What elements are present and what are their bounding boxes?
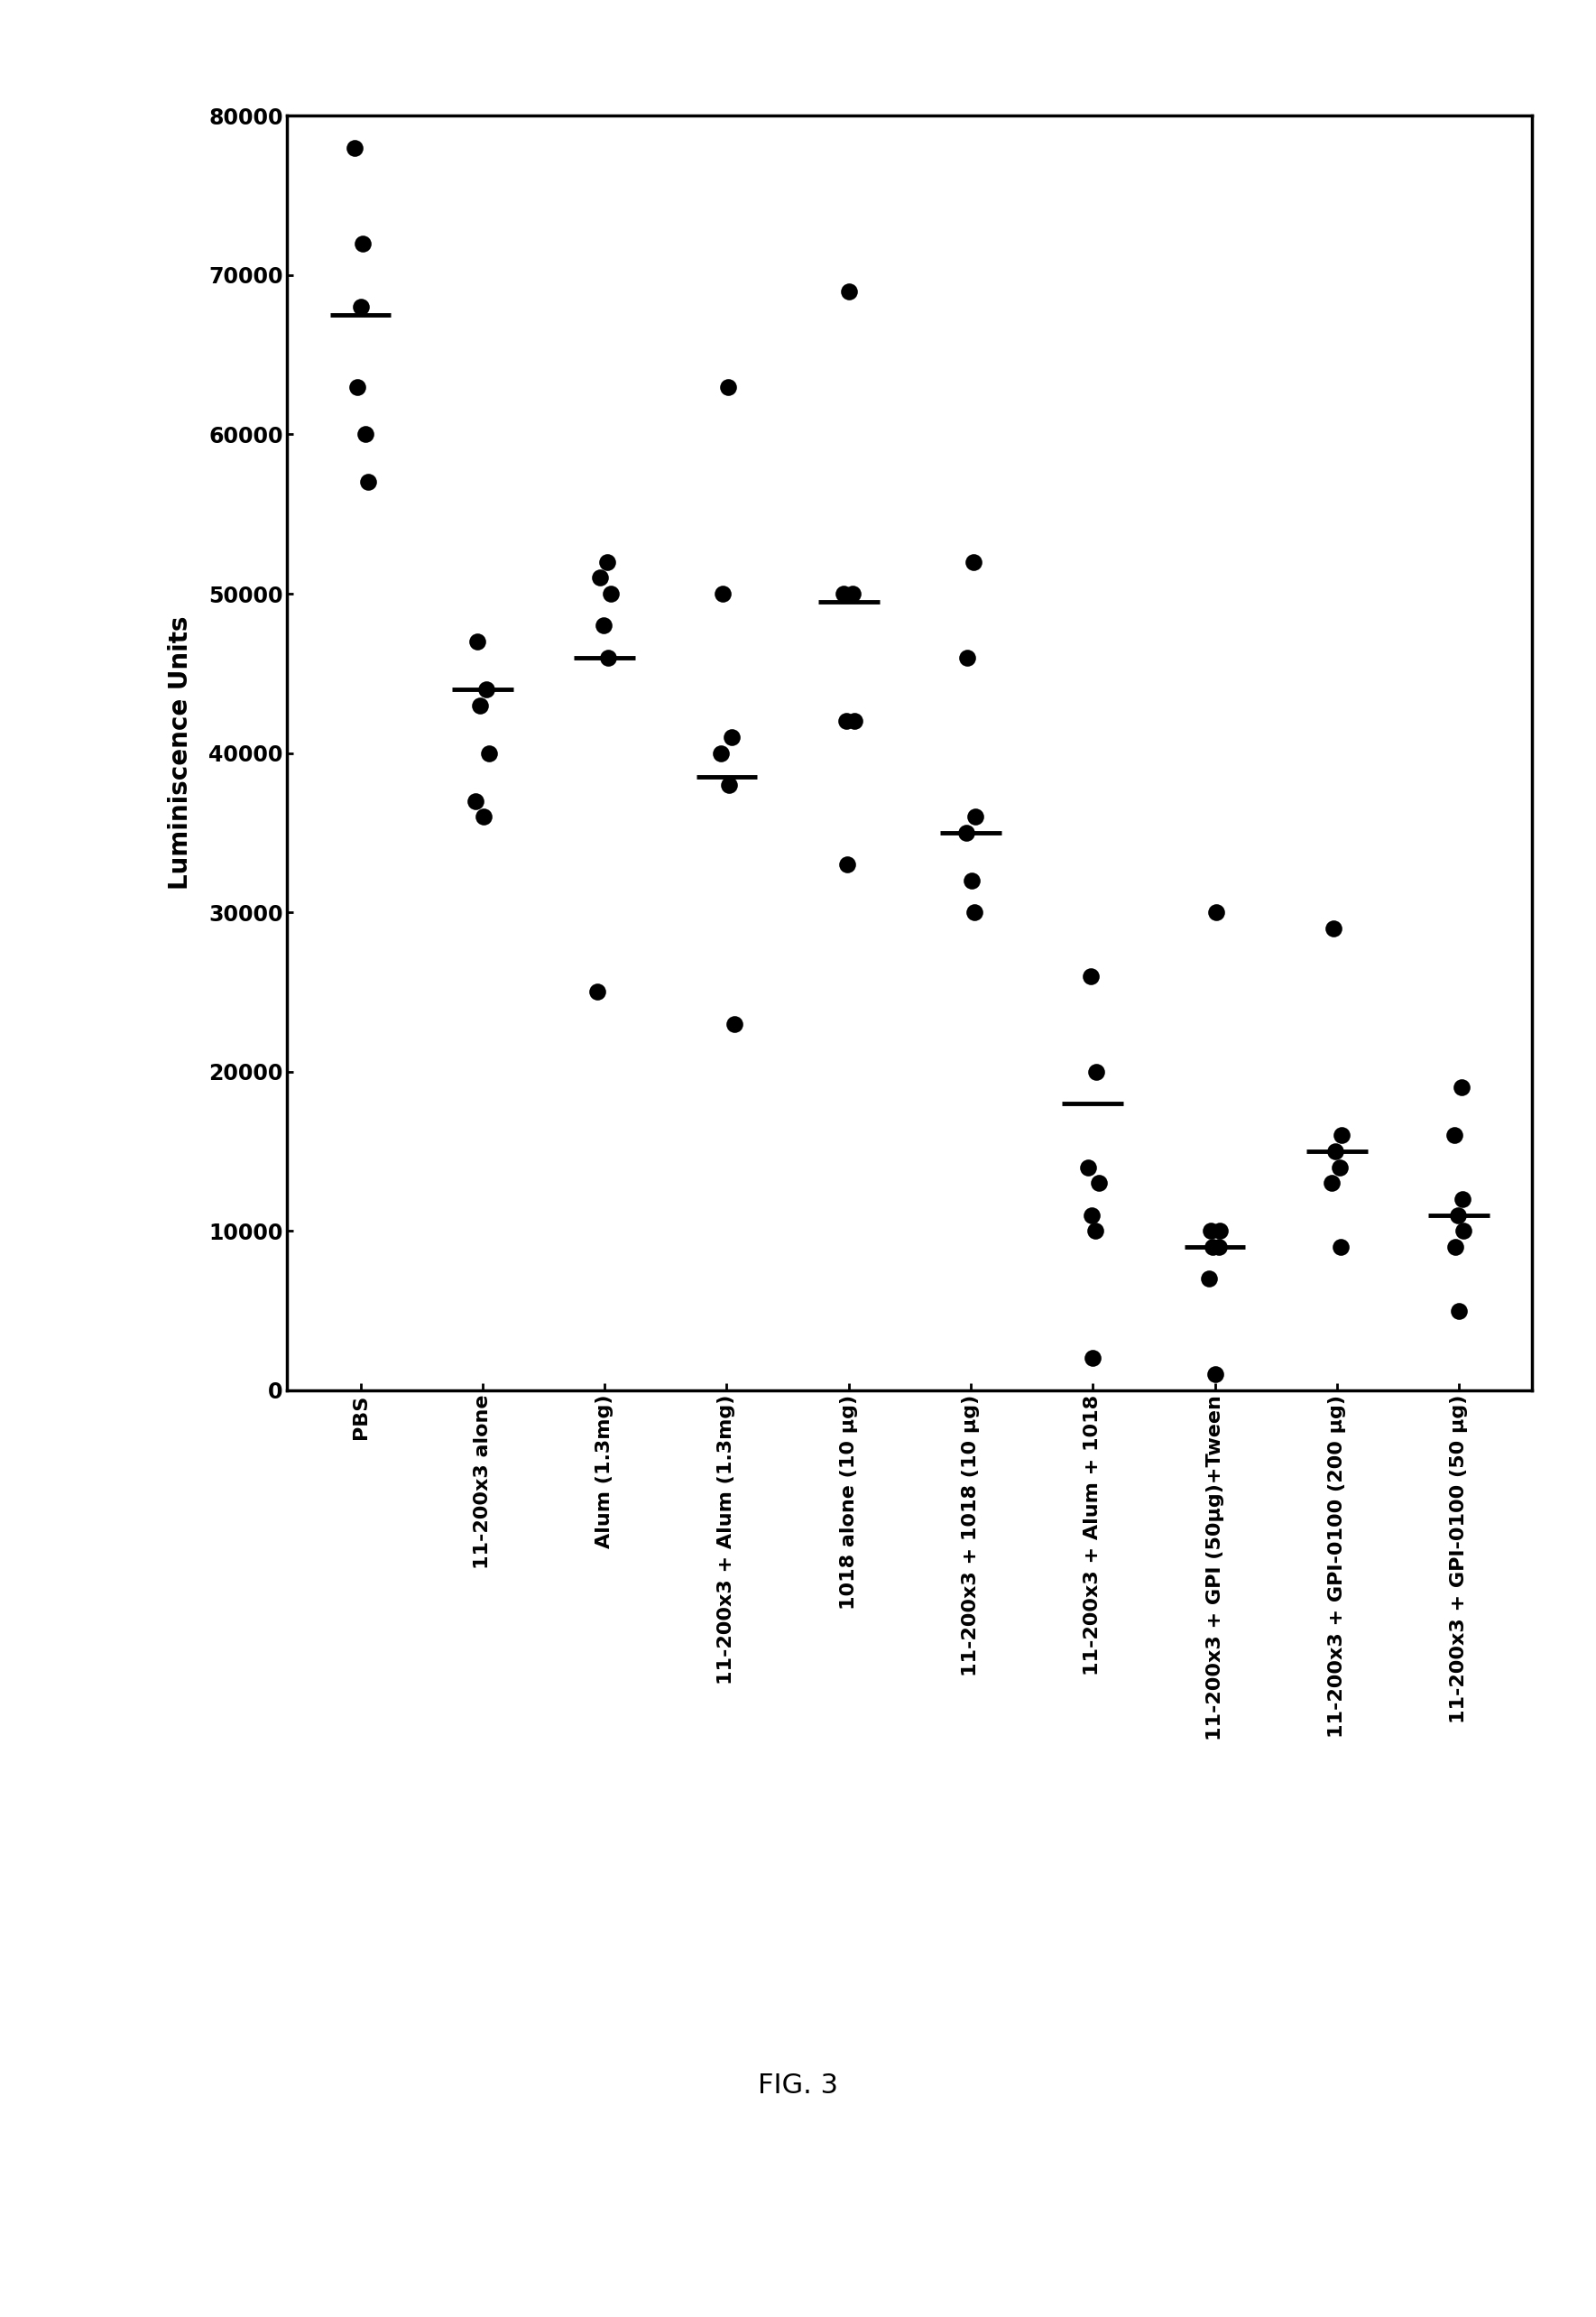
Point — [1207, 1212, 1232, 1249]
Text: FIG. 3: FIG. 3 — [758, 2071, 838, 2099]
Point — [1449, 1068, 1475, 1105]
Point — [584, 973, 610, 1010]
Point — [598, 575, 624, 612]
Point — [1199, 1212, 1224, 1249]
Point — [1205, 1228, 1231, 1265]
Point — [707, 734, 733, 772]
Point — [718, 718, 744, 755]
Point — [1082, 1212, 1108, 1249]
Point — [715, 368, 741, 405]
Point — [1329, 1117, 1355, 1154]
Point — [1441, 1117, 1467, 1154]
Y-axis label: Luminiscence Units: Luminiscence Units — [168, 616, 193, 890]
Point — [1076, 1149, 1101, 1186]
Point — [591, 607, 616, 644]
Point — [954, 639, 980, 677]
Point — [1077, 957, 1103, 994]
Point — [1079, 1196, 1104, 1233]
Point — [468, 686, 493, 723]
Point — [471, 797, 496, 834]
Point — [1203, 894, 1229, 931]
Point — [464, 623, 490, 660]
Point — [594, 542, 619, 579]
Point — [836, 273, 862, 310]
Point — [1443, 1228, 1468, 1265]
Point — [1200, 1228, 1226, 1265]
Point — [843, 702, 868, 739]
Point — [1444, 1196, 1470, 1233]
Point — [345, 368, 370, 405]
Point — [1202, 1355, 1227, 1393]
Point — [587, 558, 613, 595]
Point — [710, 575, 736, 612]
Point — [1195, 1260, 1221, 1298]
Point — [1080, 1339, 1106, 1376]
Point — [348, 287, 373, 324]
Point — [835, 846, 860, 883]
Point — [959, 862, 985, 899]
Point — [833, 702, 859, 739]
Point — [1326, 1149, 1352, 1186]
Point — [1451, 1212, 1476, 1249]
Point — [476, 734, 501, 772]
Point — [350, 225, 375, 262]
Point — [721, 1006, 747, 1043]
Point — [961, 542, 986, 579]
Point — [1446, 1293, 1472, 1330]
Point — [354, 463, 380, 500]
Point — [962, 894, 988, 931]
Point — [717, 767, 742, 804]
Point — [342, 130, 367, 167]
Point — [832, 575, 857, 612]
Point — [1084, 1052, 1109, 1089]
Point — [353, 417, 378, 454]
Point — [962, 797, 988, 834]
Point — [1320, 911, 1345, 948]
Point — [1087, 1165, 1112, 1203]
Point — [953, 813, 978, 850]
Point — [1328, 1228, 1353, 1265]
Point — [1449, 1179, 1475, 1219]
Point — [595, 639, 621, 677]
Point — [1323, 1133, 1349, 1170]
Point — [474, 672, 500, 709]
Point — [463, 783, 488, 820]
Point — [839, 575, 865, 612]
Point — [1320, 1165, 1345, 1203]
